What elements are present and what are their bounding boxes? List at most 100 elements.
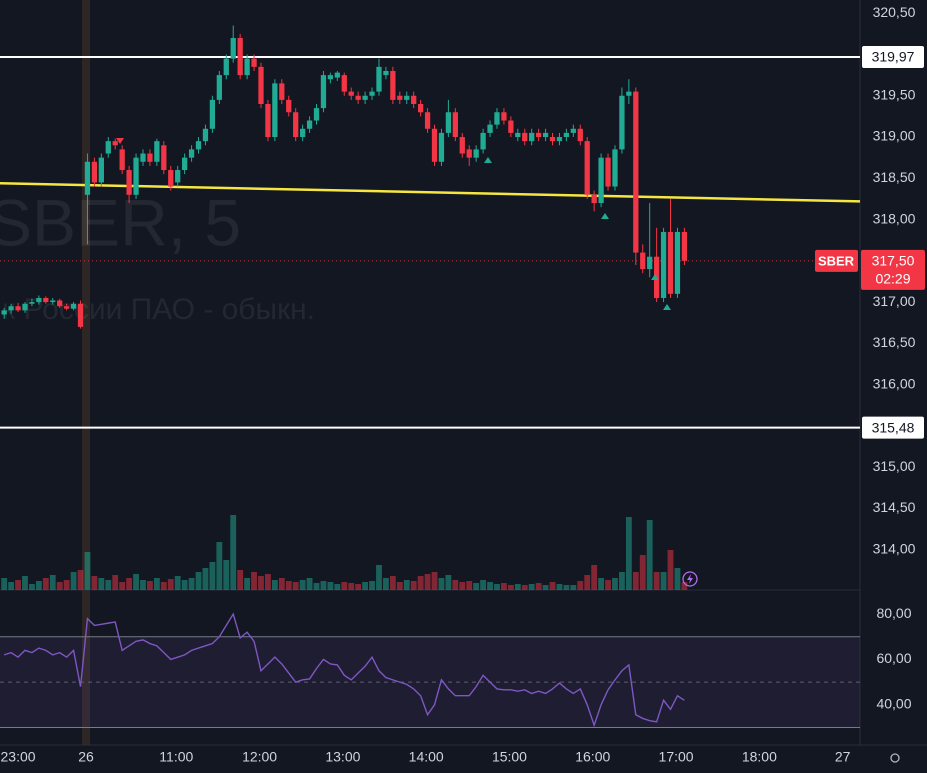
volume-bar: [605, 580, 611, 590]
candle-body: [466, 149, 472, 158]
candle-body: [515, 132, 521, 138]
candle-body: [570, 128, 576, 133]
volume-bar: [251, 572, 257, 590]
x-tick-label: 26: [78, 749, 94, 765]
candle-body: [306, 120, 313, 129]
candle-body: [237, 37, 243, 76]
candle-body: [542, 132, 549, 138]
signal-marker: [651, 274, 659, 280]
candle-body: [140, 153, 146, 162]
candle-body: [251, 58, 257, 67]
volume-bar: [29, 584, 35, 590]
volume-bar: [459, 582, 466, 590]
volume-bar: [612, 578, 618, 590]
candle-body: [265, 104, 271, 138]
candle-body: [209, 99, 216, 129]
candle-body: [411, 95, 417, 105]
candle-body: [105, 141, 111, 154]
x-tick-label: 11:00: [159, 749, 193, 765]
x-tick-label: 13:00: [325, 749, 360, 765]
x-tick-label: 15:00: [492, 749, 527, 765]
candle-body: [57, 300, 63, 307]
session-highlight: [82, 0, 90, 745]
candle-body: [147, 153, 153, 162]
volume-bar: [313, 583, 320, 590]
candle-body: [286, 99, 292, 113]
candle-body: [417, 104, 424, 113]
candle-body: [598, 157, 604, 204]
candle-body: [8, 306, 14, 311]
candle-body: [494, 112, 500, 125]
price-label-box: [861, 249, 925, 290]
volume-bar: [292, 582, 299, 590]
volume-bar: [49, 575, 56, 590]
candle-body: [681, 231, 688, 261]
candle-body: [355, 95, 361, 100]
volume-bar: [202, 568, 209, 590]
volume-bar: [8, 582, 15, 590]
volume-bar: [591, 565, 598, 590]
symbol-watermark: SBER, 5: [0, 185, 241, 259]
volume-bar: [584, 575, 591, 590]
settings-icon[interactable]: [890, 753, 900, 763]
volume-bar: [646, 520, 653, 590]
candle-body: [383, 70, 389, 76]
volume-bar: [15, 580, 21, 590]
volume-bar: [369, 581, 375, 590]
volume-bar: [147, 581, 153, 590]
candle-body: [299, 128, 306, 138]
candle-body: [348, 91, 354, 96]
volume-bar: [22, 576, 28, 590]
volume-bar: [209, 562, 216, 590]
x-tick-label: 14:00: [409, 749, 444, 765]
countdown-label: 02:29: [875, 271, 910, 287]
candle-body: [369, 91, 375, 96]
rsi-tick-label: 80,00: [876, 605, 911, 621]
volume-bar: [362, 582, 369, 590]
candle-body: [63, 306, 70, 309]
volume-bar: [452, 580, 459, 590]
candle-body: [279, 83, 285, 100]
candle-body: [556, 137, 563, 142]
volume-bar: [438, 578, 445, 590]
candle-body: [272, 83, 278, 138]
volume-bar: [660, 572, 667, 590]
volume-bar: [119, 582, 126, 590]
candle-body: [216, 75, 222, 100]
candle-body: [98, 157, 104, 183]
volume-bar: [514, 584, 521, 590]
volume-bar: [341, 582, 348, 590]
candle-body: [452, 112, 458, 138]
candle-body: [591, 194, 597, 204]
y-tick-label: 316,00: [873, 375, 916, 391]
candle-body: [313, 108, 320, 121]
volume-bar: [133, 574, 139, 590]
volume-bar: [98, 578, 105, 590]
signal-marker: [663, 304, 671, 310]
volume-bar: [667, 550, 674, 590]
candle-body: [674, 231, 681, 294]
volume-bar: [237, 570, 244, 590]
volume-bar: [681, 582, 688, 590]
volume-bar: [598, 578, 605, 590]
candle-body: [563, 132, 570, 138]
volume-bar: [632, 572, 639, 590]
candle-body: [480, 132, 486, 150]
lightning-icon[interactable]: [682, 571, 698, 587]
candle-body: [633, 91, 639, 253]
volume-bar: [445, 575, 452, 590]
candle-body: [508, 120, 514, 133]
candle-body: [660, 231, 667, 298]
volume-bar: [396, 582, 403, 590]
candle-body: [612, 149, 618, 187]
candle-body: [431, 128, 438, 162]
volume-bar: [306, 578, 313, 590]
y-tick-label: 319,50: [873, 86, 916, 102]
candle-body: [77, 303, 84, 327]
candle-body: [22, 303, 28, 311]
candle-body: [640, 252, 646, 270]
y-tick-label: 315,00: [873, 458, 916, 474]
